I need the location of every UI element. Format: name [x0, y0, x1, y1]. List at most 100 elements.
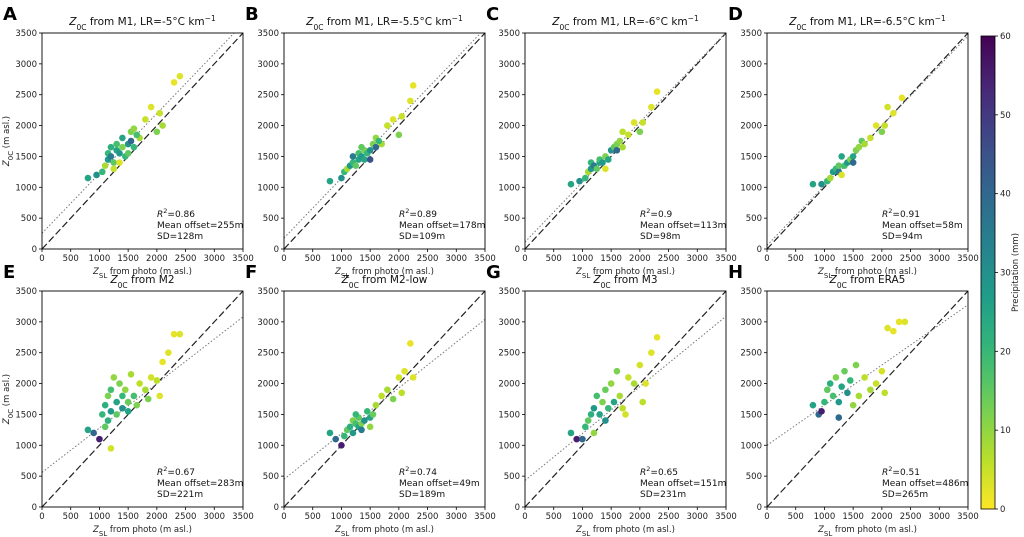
data-point [841, 367, 848, 375]
data-point [352, 411, 360, 418]
y-tick-label: 500 [21, 214, 37, 224]
data-point [867, 134, 874, 142]
data-point [99, 411, 106, 418]
data-point [101, 401, 109, 409]
data-point [130, 143, 138, 151]
regression-line [42, 33, 235, 234]
data-point [613, 146, 621, 154]
data-point [107, 408, 115, 415]
x-tick-label: 1000 [331, 254, 353, 264]
x-tick-label: 2500 [900, 512, 922, 522]
y-tick-label: 0 [515, 503, 520, 513]
axes-frame [524, 290, 727, 508]
data-point [366, 423, 374, 431]
data-point [84, 174, 92, 182]
data-point [107, 143, 115, 151]
stat-mean-offset: Mean offset=283m [157, 479, 243, 489]
data-point [107, 386, 115, 394]
axes-frame [41, 290, 244, 508]
data-point [113, 398, 120, 406]
one-to-one-line [42, 291, 243, 507]
data-point [846, 377, 854, 384]
data-point [361, 156, 368, 163]
data-point [133, 401, 141, 409]
colorbar-bar [980, 35, 996, 510]
data-point [878, 128, 886, 136]
y-tick-label: 3500 [498, 287, 520, 297]
data-point [826, 380, 834, 387]
y-tick-label: 3500 [498, 29, 520, 39]
data-point [341, 432, 348, 440]
data-point [84, 426, 92, 434]
data-point [567, 429, 575, 437]
y-tick-label: 1500 [498, 410, 520, 420]
data-point [878, 367, 886, 375]
data-point [170, 79, 178, 86]
data-point [127, 137, 135, 145]
x-tick-label: 3000 [445, 254, 467, 264]
data-point [407, 97, 414, 105]
data-point [582, 423, 589, 431]
panel-title: Z0C from M1, LR=-6°C km−1 [551, 14, 699, 32]
data-point [809, 180, 817, 188]
data-point [838, 171, 845, 179]
stat-r2: R2=0.51 [882, 465, 920, 478]
data-point [326, 429, 334, 437]
y-axis-label: Z0C (m asl.) [2, 116, 15, 167]
x-tick-label: 500 [305, 512, 321, 522]
x-tick-label: 3000 [928, 512, 950, 522]
x-axis-label: ZSL from photo (m asl.) [334, 525, 434, 537]
data-point [101, 423, 109, 431]
panel-e: E Z0C from M2 00 500 500 1000 1000 1500 1500 2000… [2, 262, 254, 537]
y-tick-label: 1500 [15, 410, 37, 420]
data-point [119, 392, 126, 400]
data-point [835, 398, 843, 406]
data-point [809, 401, 817, 409]
plot-area [767, 291, 968, 507]
panel-label: C [486, 4, 499, 25]
data-point [596, 411, 603, 418]
x-tick-label: 2500 [658, 512, 680, 522]
y-tick-label: 1500 [15, 152, 37, 162]
y-tick-label: 2000 [740, 122, 762, 132]
y-tick-label: 1000 [257, 441, 279, 451]
data-point [361, 417, 368, 424]
data-point [136, 380, 143, 387]
y-tick-label: 3500 [257, 287, 279, 297]
x-tick-label: 1000 [572, 512, 594, 522]
data-point [346, 423, 354, 431]
data-point [861, 140, 868, 148]
axes-frame [766, 32, 969, 250]
data-point [604, 404, 612, 412]
data-point [567, 180, 575, 188]
data-point [375, 137, 383, 145]
y-tick-label: 3500 [740, 29, 762, 39]
data-point [332, 435, 339, 443]
data-point [622, 411, 629, 418]
x-tick-label: 3000 [203, 254, 225, 264]
data-point [867, 386, 874, 394]
data-point [835, 162, 843, 169]
data-point [639, 398, 647, 406]
data-point [142, 116, 149, 123]
panel-label: H [728, 262, 743, 283]
x-tick-label: 500 [305, 254, 321, 264]
data-point [159, 358, 166, 366]
data-point [147, 103, 155, 111]
y-tick-label: 3000 [740, 318, 762, 328]
stat-sd: SD=231m [640, 490, 686, 500]
x-tick-label: 1500 [359, 512, 381, 522]
data-point [602, 417, 609, 424]
data-point [593, 165, 601, 173]
regression-line [525, 33, 726, 243]
colorbar-tick-label: 10 [1000, 426, 1011, 436]
x-tick-label: 3500 [715, 254, 737, 264]
y-tick-label: 2000 [15, 380, 37, 390]
y-tick-label: 1500 [257, 410, 279, 420]
y-tick-label: 1500 [257, 152, 279, 162]
x-tick-label: 3500 [715, 512, 737, 522]
plot-area [284, 33, 485, 249]
data-point [110, 165, 118, 173]
axes-frame [766, 290, 969, 508]
